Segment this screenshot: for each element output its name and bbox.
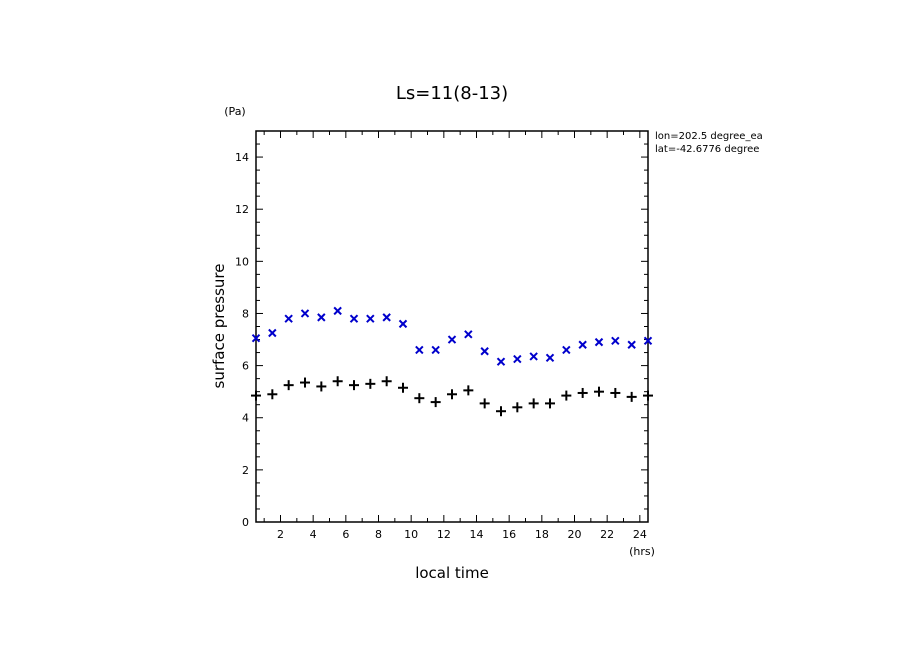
- x-marker-point: [513, 354, 522, 364]
- plus-marker-point: [594, 386, 604, 397]
- plus-marker-point: [626, 391, 637, 402]
- x-marker-point: [317, 313, 326, 322]
- plus-marker-point: [643, 390, 653, 401]
- x-marker-point: [349, 314, 359, 323]
- plus-marker-point: [332, 376, 343, 387]
- y-tick-label: 8: [242, 307, 249, 320]
- series-1: [251, 376, 653, 417]
- plus-marker-point: [283, 380, 294, 391]
- plus-marker-point: [463, 385, 474, 396]
- x-marker-point: [594, 337, 604, 347]
- plus-marker-point: [381, 376, 392, 387]
- x-marker-point: [464, 330, 473, 339]
- plus-marker-point: [479, 398, 490, 409]
- x-marker-point: [300, 309, 310, 318]
- x-tick-label: 24: [633, 528, 647, 541]
- y-tick-label: 14: [235, 151, 249, 164]
- x-tick-label: 2: [277, 528, 284, 541]
- annotation-lat: lat=-42.6776 degree: [655, 144, 759, 155]
- plus-marker-point: [512, 402, 523, 413]
- y-tick-label: 12: [235, 203, 249, 216]
- y-tick-label: 0: [242, 516, 249, 529]
- x-tick-label: 22: [600, 528, 614, 541]
- x-marker-point: [398, 319, 408, 329]
- x-marker-point: [529, 352, 538, 361]
- plus-marker-point: [267, 389, 278, 400]
- x-tick-label: 20: [568, 528, 582, 541]
- plus-marker-point: [316, 381, 327, 392]
- plot-frame: [255, 130, 649, 523]
- x-marker-point: [382, 313, 391, 322]
- x-tick-label: 6: [342, 528, 349, 541]
- x-tick-label: 12: [437, 528, 451, 541]
- chart-title: Ls=11(8-13): [396, 83, 508, 104]
- plus-marker-point: [349, 380, 359, 391]
- plus-marker-point: [545, 398, 555, 409]
- y-tick-label: 6: [242, 360, 249, 373]
- x-marker-point: [284, 314, 293, 323]
- x-marker-point: [643, 336, 653, 346]
- x-tick-label: 14: [470, 528, 484, 541]
- plus-marker-point: [430, 397, 441, 408]
- plus-marker-point: [577, 387, 588, 398]
- x-marker-point: [545, 353, 555, 362]
- x-marker-point: [480, 347, 489, 356]
- data-marks: [251, 306, 653, 417]
- x-tick-label: 10: [404, 528, 418, 541]
- x-marker-point: [627, 340, 636, 349]
- x-marker-point: [268, 328, 277, 338]
- x-tick-label: 4: [310, 528, 317, 541]
- annotation-lon: lon=202.5 degree_ea: [655, 131, 763, 142]
- x-marker-point: [431, 345, 440, 355]
- y-tick-label: 10: [235, 255, 249, 268]
- plus-marker-point: [251, 390, 261, 401]
- y-unit-label: (Pa): [224, 105, 245, 118]
- x-marker-point: [562, 345, 571, 355]
- x-marker-point: [578, 340, 587, 349]
- plus-marker-point: [610, 387, 621, 398]
- plus-marker-point: [496, 406, 506, 417]
- plus-marker-point: [528, 398, 539, 409]
- series-0: [251, 306, 653, 366]
- x-unit-label: (hrs): [629, 545, 655, 558]
- plus-marker-point: [365, 378, 376, 389]
- x-marker-point: [366, 314, 375, 323]
- plus-marker-point: [300, 377, 310, 388]
- x-tick-label: 18: [535, 528, 549, 541]
- x-axis-label: local time: [415, 564, 489, 582]
- y-tick-label: 4: [242, 412, 249, 425]
- plus-marker-point: [414, 393, 425, 404]
- x-tick-label: 8: [375, 528, 382, 541]
- x-marker-point: [333, 306, 342, 316]
- plus-marker-point: [561, 390, 572, 401]
- x-marker-point: [611, 336, 620, 346]
- plus-marker-point: [398, 382, 408, 393]
- x-marker-point: [447, 335, 457, 344]
- y-tick-label: 2: [242, 464, 249, 477]
- x-tick-label: 16: [502, 528, 516, 541]
- y-axis-label: surface pressure: [210, 264, 228, 389]
- x-marker-point: [415, 345, 424, 355]
- x-marker-point: [496, 357, 506, 366]
- x-marker-point: [251, 334, 261, 343]
- plus-marker-point: [447, 389, 457, 400]
